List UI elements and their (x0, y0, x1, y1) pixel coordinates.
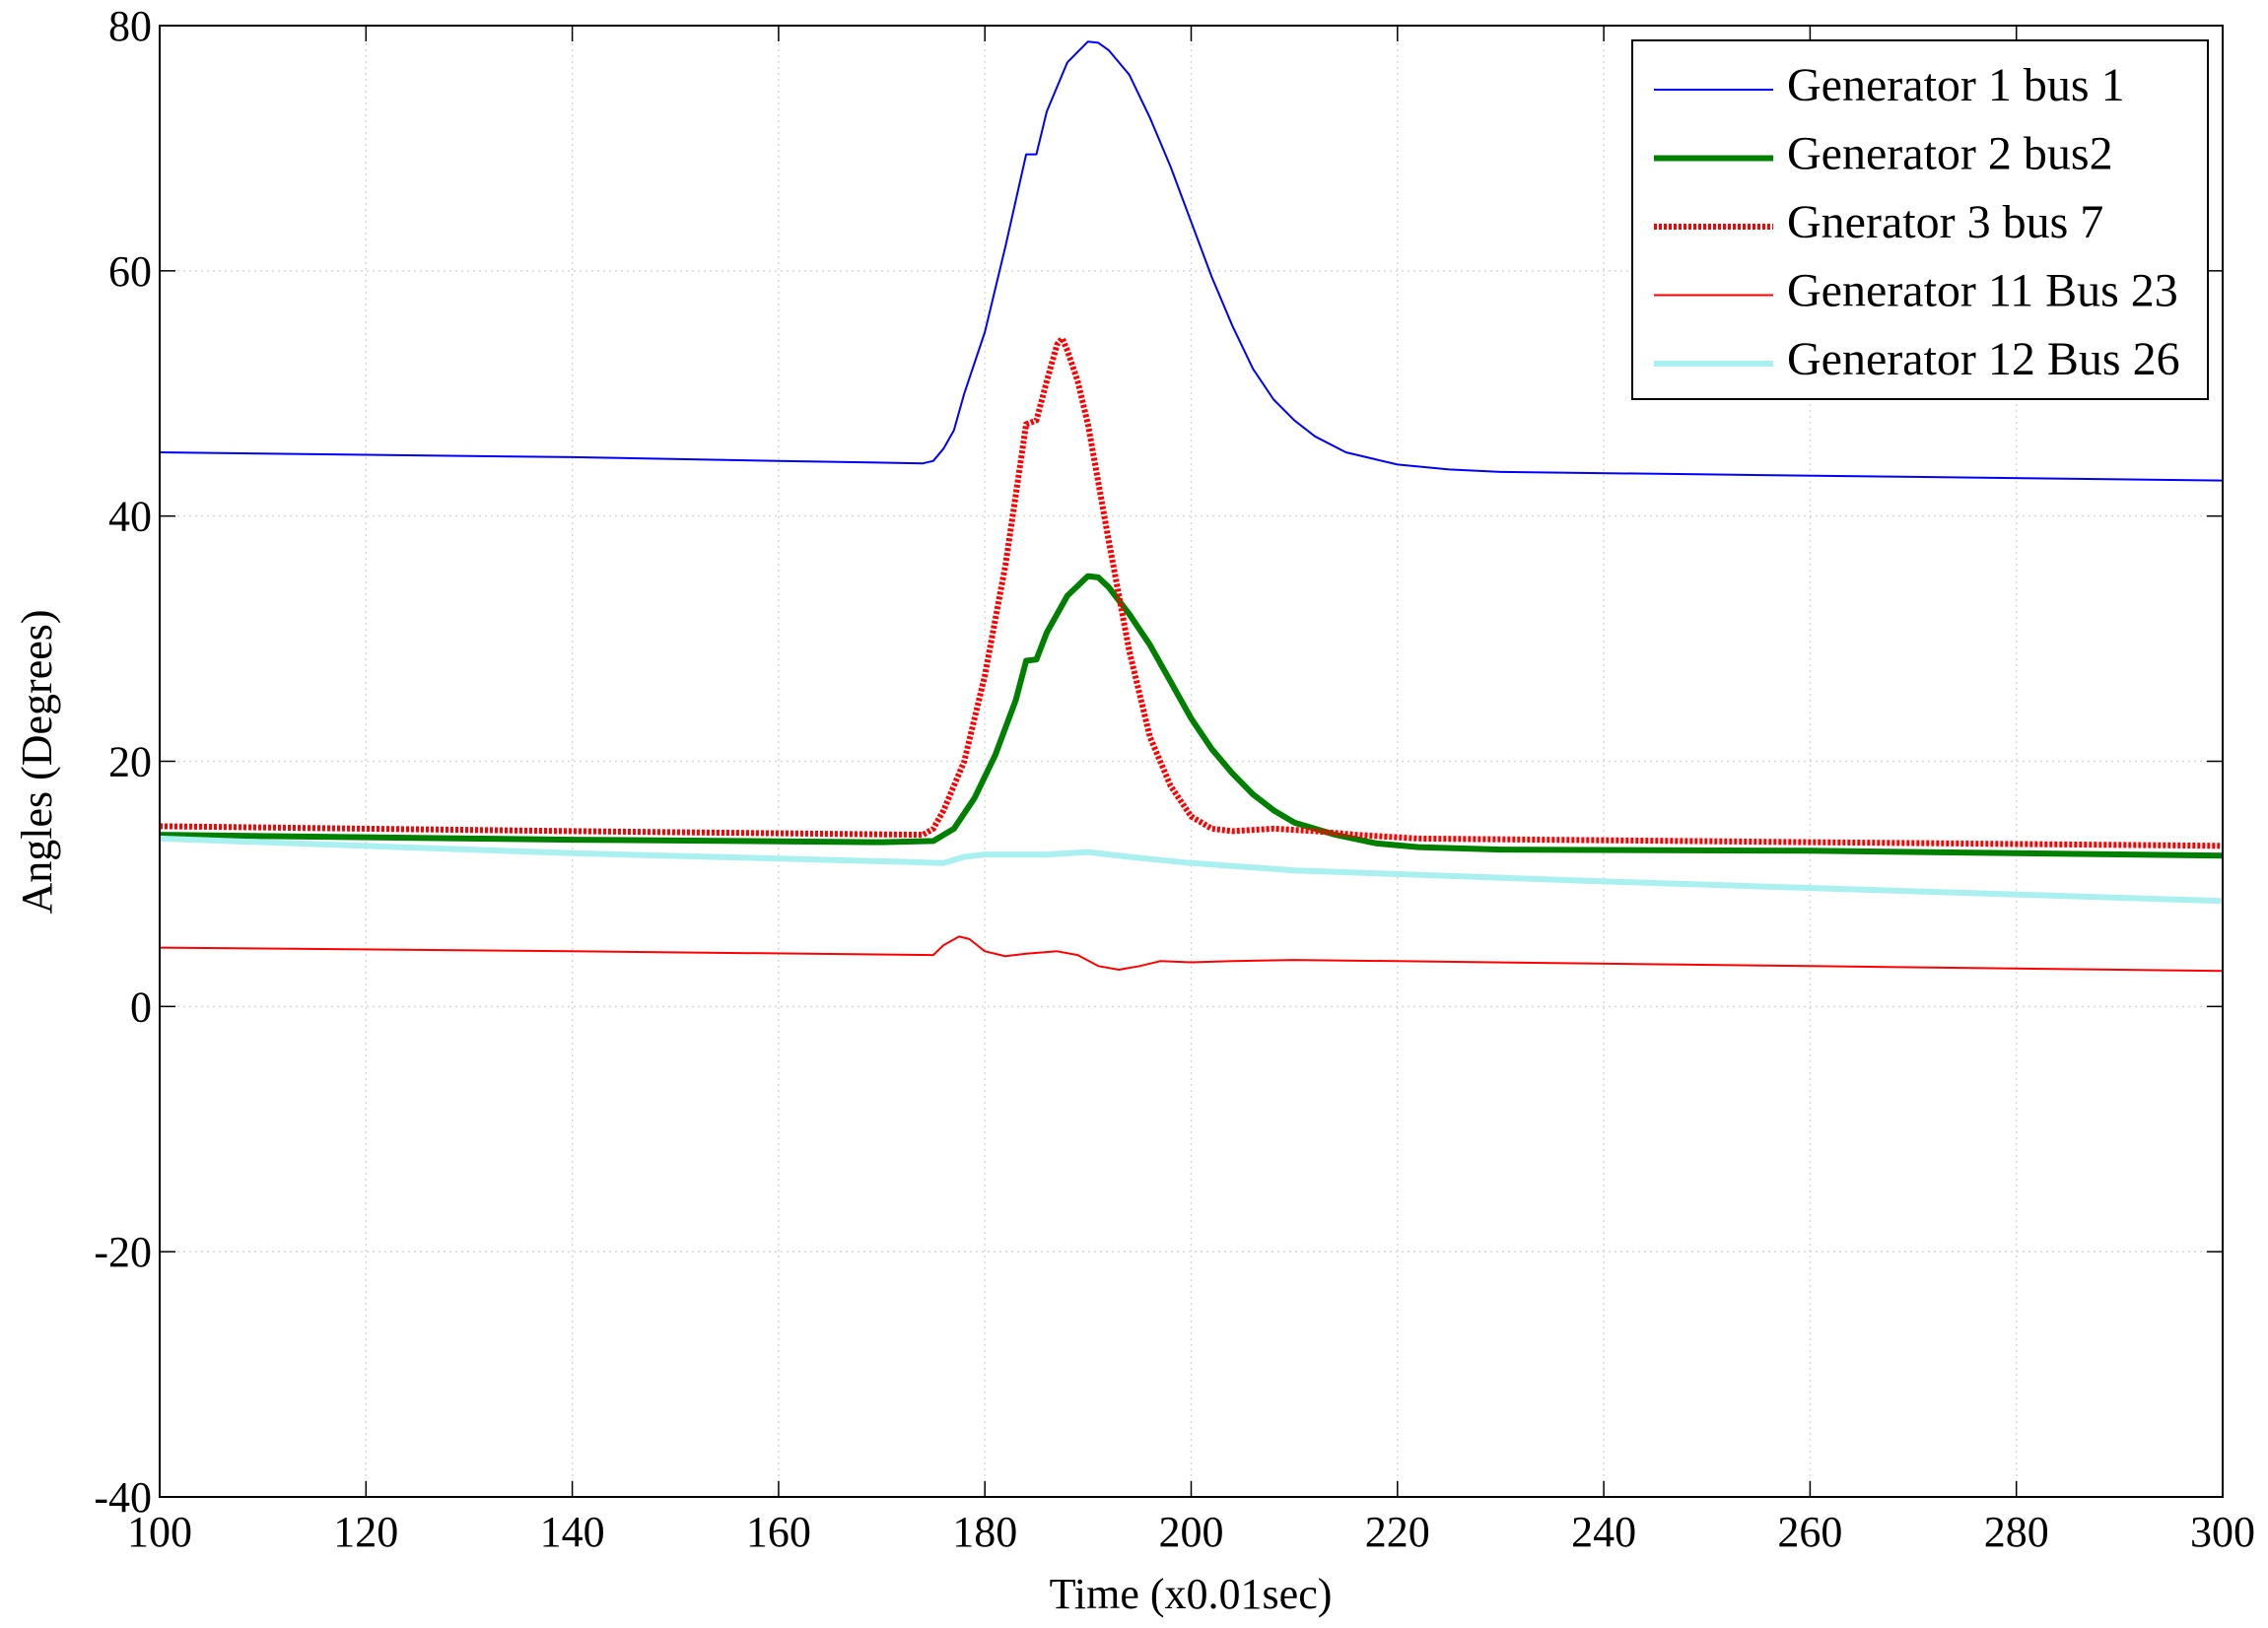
legend-label: Generator 1 bus 1 (1787, 59, 2125, 111)
legend-box (1631, 39, 2209, 400)
x-tick-label: 200 (1159, 1508, 1224, 1556)
legend-label: Generator 2 bus2 (1787, 128, 2113, 180)
x-tick-label: 100 (127, 1508, 192, 1556)
x-tick-label: 120 (333, 1508, 398, 1556)
y-tick-label: 0 (130, 983, 152, 1031)
legend-label: Gnerator 3 bus 7 (1787, 196, 2103, 248)
y-tick-label: 80 (108, 2, 152, 50)
x-tick-label: 180 (952, 1508, 1017, 1556)
y-tick-label: 60 (108, 247, 152, 296)
x-tick-label: 220 (1365, 1508, 1430, 1556)
series-line (159, 335, 2224, 849)
x-tick-label: 280 (1984, 1508, 2049, 1556)
x-tick-label: 140 (540, 1508, 605, 1556)
x-axis-label: Time (x0.01sec) (1050, 1570, 1333, 1618)
series-line (159, 835, 2224, 905)
plot-frame (159, 25, 2224, 1498)
y-tick-label: -20 (94, 1228, 152, 1276)
series-line (159, 40, 2224, 482)
y-tick-label: 40 (108, 493, 152, 541)
legend-label: Generator 12 Bus 26 (1787, 333, 2180, 385)
legend-label: Generator 11 Bus 23 (1787, 265, 2178, 317)
series-line (159, 935, 2224, 973)
y-axis-label: Angles (Degrees) (13, 609, 61, 914)
x-tick-label: 160 (746, 1508, 811, 1556)
x-tick-label: 260 (1777, 1508, 1842, 1556)
y-tick-label: -40 (94, 1473, 152, 1522)
x-tick-label: 300 (2190, 1508, 2255, 1556)
y-tick-label: 20 (108, 738, 152, 786)
x-tick-label: 240 (1571, 1508, 1636, 1556)
